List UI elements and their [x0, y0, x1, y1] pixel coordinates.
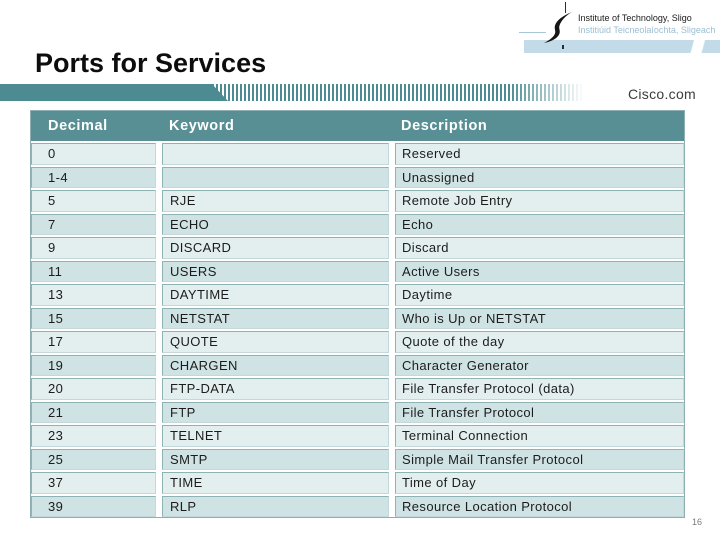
table-row: 39 RLP Resource Location Protocol	[31, 495, 684, 517]
cell-description: File Transfer Protocol (data)	[395, 378, 684, 400]
cell-decimal: 19	[31, 354, 156, 376]
table-row: 11 USERS Active Users	[31, 260, 684, 282]
column-header-description: Description	[401, 118, 488, 134]
cell-decimal: 0	[31, 143, 156, 165]
cell-keyword: FTP	[162, 401, 389, 423]
table-row: 19 CHARGEN Character Generator	[31, 354, 684, 376]
page-title: Ports for Services	[35, 48, 267, 78]
cell-description: Who is Up or NETSTAT	[395, 307, 684, 329]
cell-description: File Transfer Protocol	[395, 401, 684, 423]
banner-solid-bar	[0, 84, 212, 101]
cell-description: Character Generator	[395, 354, 684, 376]
logo-dot	[562, 45, 564, 49]
table-row: 25 SMTP Simple Mail Transfer Protocol	[31, 448, 684, 470]
cell-description: Time of Day	[395, 472, 684, 494]
logo-band	[524, 40, 720, 53]
cisco-brand-text: Cisco.com	[627, 86, 696, 102]
cell-keyword: RLP	[162, 495, 389, 517]
cell-description: Terminal Connection	[395, 425, 684, 447]
cell-keyword: CHARGEN	[162, 354, 389, 376]
cell-description: Reserved	[395, 143, 684, 165]
logo-tick-mark	[565, 2, 566, 13]
logo-underline	[519, 32, 546, 33]
cell-decimal: 20	[31, 378, 156, 400]
table-body: 0 Reserved 1-4 Unassigned 5 RJE Remote Job Ent…	[31, 143, 684, 517]
cell-decimal: 37	[31, 472, 156, 494]
cell-decimal: 1-4	[31, 166, 156, 188]
cell-keyword	[162, 143, 389, 165]
cell-decimal: 7	[31, 213, 156, 235]
cell-keyword: SMTP	[162, 448, 389, 470]
cell-decimal: 25	[31, 448, 156, 470]
table-row: 20 FTP-DATA File Transfer Protocol (data)	[31, 378, 684, 400]
cell-keyword: ECHO	[162, 213, 389, 235]
cell-description: Unassigned	[395, 166, 684, 188]
cell-keyword: QUOTE	[162, 331, 389, 353]
table-row: 23 TELNET Terminal Connection	[31, 425, 684, 447]
table-row: 9 DISCARD Discard	[31, 237, 684, 259]
table-row: 15 NETSTAT Who is Up or NETSTAT	[31, 307, 684, 329]
cisco-banner	[0, 84, 720, 101]
cell-decimal: 5	[31, 190, 156, 212]
cell-decimal: 17	[31, 331, 156, 353]
table-row: 21 FTP File Transfer Protocol	[31, 401, 684, 423]
cell-decimal: 21	[31, 401, 156, 423]
cell-description: Daytime	[395, 284, 684, 306]
cell-description: Discard	[395, 237, 684, 259]
table-row: 0 Reserved	[31, 143, 684, 165]
logo-name-english: Institute of Technology, Sligo	[578, 13, 692, 23]
column-header-decimal: Decimal	[48, 118, 108, 134]
cell-description: Resource Location Protocol	[395, 495, 684, 517]
cell-keyword: DISCARD	[162, 237, 389, 259]
logo-name-irish: Institiúid Teicneolaíochta, Sligeach	[578, 25, 716, 35]
cell-keyword: TIME	[162, 472, 389, 494]
cell-keyword: NETSTAT	[162, 307, 389, 329]
cell-keyword: USERS	[162, 260, 389, 282]
cell-description: Active Users	[395, 260, 684, 282]
ports-table: Decimal Keyword Description 0 Reserved 1-4…	[30, 110, 685, 518]
cell-decimal: 13	[31, 284, 156, 306]
cell-description: Remote Job Entry	[395, 190, 684, 212]
cell-keyword	[162, 166, 389, 188]
table-header-row: Decimal Keyword Description	[31, 111, 684, 143]
table-row: 37 TIME Time of Day	[31, 472, 684, 494]
banner-stripes	[212, 84, 592, 101]
cell-description: Quote of the day	[395, 331, 684, 353]
cell-keyword: DAYTIME	[162, 284, 389, 306]
cell-keyword: FTP-DATA	[162, 378, 389, 400]
column-header-keyword: Keyword	[169, 118, 235, 134]
cell-keyword: RJE	[162, 190, 389, 212]
cell-decimal: 11	[31, 260, 156, 282]
cell-keyword: TELNET	[162, 425, 389, 447]
table-row: 1-4 Unassigned	[31, 166, 684, 188]
logo-swoosh-icon	[544, 12, 572, 43]
cell-description: Echo	[395, 213, 684, 235]
cell-decimal: 15	[31, 307, 156, 329]
table-row: 13 DAYTIME Daytime	[31, 284, 684, 306]
table-row: 5 RJE Remote Job Entry	[31, 190, 684, 212]
cell-decimal: 23	[31, 425, 156, 447]
table-row: 7 ECHO Echo	[31, 213, 684, 235]
table-row: 17 QUOTE Quote of the day	[31, 331, 684, 353]
slide-page-number: 16	[692, 517, 703, 527]
cell-decimal: 39	[31, 495, 156, 517]
cell-description: Simple Mail Transfer Protocol	[395, 448, 684, 470]
cell-decimal: 9	[31, 237, 156, 259]
